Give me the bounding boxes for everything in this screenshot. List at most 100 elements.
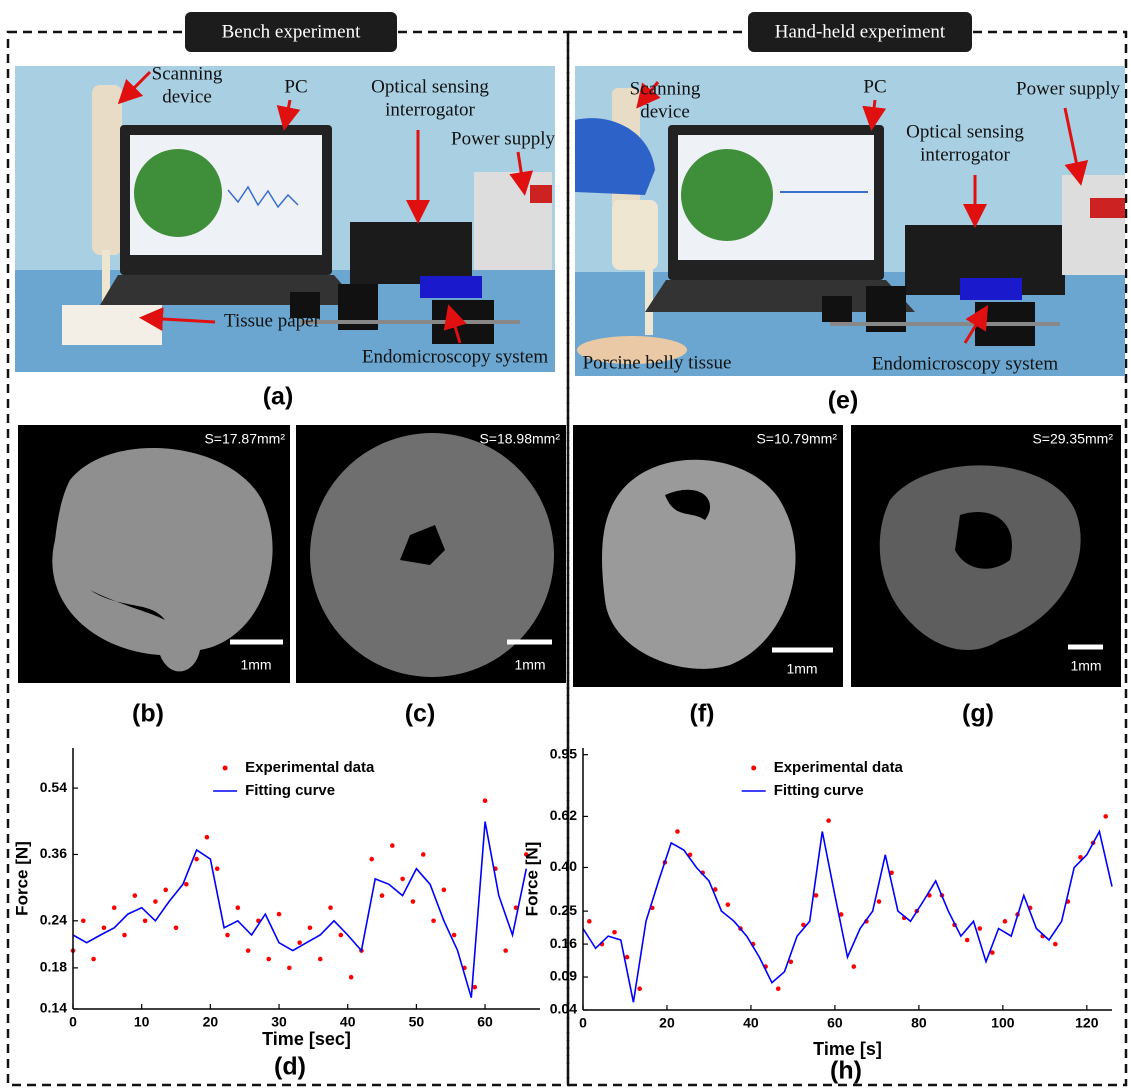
y-tick-label: 0.95 (550, 745, 577, 761)
y-tick-label: 0.62 (550, 807, 577, 823)
data-point (184, 881, 189, 887)
data-point (91, 956, 96, 962)
data-point (977, 926, 983, 931)
display (420, 276, 482, 298)
arrow (1063, 107, 1089, 186)
annotation: Scanning (152, 63, 223, 84)
data-point (122, 932, 127, 938)
mosaic-hole (90, 590, 165, 620)
x-tick-label: 0 (579, 1015, 587, 1031)
panel-label: (c) (405, 700, 436, 728)
x-tick-label: 0 (69, 1014, 77, 1030)
mosaic: S=17.87mm² 1mm (18, 425, 290, 683)
y-tick-label: 0.40 (550, 858, 577, 874)
x-tick-label: 60 (477, 1014, 493, 1030)
data-point (194, 856, 199, 862)
x-tick-label: 40 (340, 1014, 356, 1030)
y-axis-label: Force [N] (522, 842, 541, 917)
annotation: Endomicroscopy system (362, 346, 549, 367)
data-point (788, 959, 794, 965)
y-tick-label: 0.54 (40, 779, 67, 795)
data-point (379, 893, 385, 898)
tissue (577, 336, 687, 364)
data-point (712, 887, 718, 892)
annotation: interrogator (385, 99, 475, 120)
legend-label: Experimental data (774, 759, 904, 776)
y-tick-label: 0.36 (40, 845, 67, 861)
power-supply (1062, 175, 1125, 275)
y-tick-label: 0.25 (550, 902, 577, 918)
legend-marker (751, 765, 757, 771)
data-point (725, 902, 731, 907)
mosaic: S=10.79mm² 1mm (573, 425, 843, 687)
data-point (472, 984, 478, 990)
annotation: Optical sensing (371, 76, 489, 97)
chart: 0.04 0.09 0.16 0.25 0.40 0.62 0.95 0 20 40 60 80 100… (522, 745, 1113, 1085)
data-point (441, 887, 447, 893)
data-point (637, 986, 642, 992)
data-point (431, 918, 436, 924)
data-point (297, 940, 302, 945)
data-point (586, 919, 592, 924)
annotation: Power supply (1016, 78, 1120, 99)
title-box (748, 12, 972, 52)
keyboard (100, 275, 360, 305)
screen-image (134, 149, 222, 237)
area-label: S=17.87mm² (204, 431, 285, 447)
annotation: interrogator (920, 144, 1010, 165)
data-point (328, 905, 333, 911)
legend-marker (222, 765, 228, 771)
data-point (1078, 855, 1083, 860)
data-point (1103, 814, 1109, 819)
data-point (317, 956, 323, 962)
data-point (338, 932, 344, 938)
y-tick-label: 0.04 (550, 1001, 577, 1017)
data-point (1002, 919, 1008, 924)
x-tick-label: 100 (991, 1015, 1015, 1031)
data-point (675, 829, 680, 834)
y-tick-label: 0.09 (550, 968, 577, 984)
data-point (400, 876, 405, 882)
probe (102, 250, 110, 310)
data-point (287, 965, 292, 971)
data-point (225, 932, 230, 938)
data-point (851, 964, 857, 969)
x-tick-label: 40 (743, 1015, 759, 1031)
arrow (636, 81, 661, 109)
panel-label: (e) (828, 387, 859, 415)
panel-title: Bench experiment (222, 21, 361, 42)
optics (290, 292, 320, 318)
arrow (963, 304, 989, 344)
fit-line (72, 821, 528, 998)
data-point (813, 893, 819, 898)
panel-label: (d) (274, 1053, 306, 1081)
probe-holder (612, 200, 658, 270)
data-point (503, 948, 508, 953)
x-tick-label: 30 (271, 1014, 287, 1030)
panel-label: (b) (132, 700, 164, 728)
panel-frame (6, 30, 570, 1087)
annotation: PC (863, 76, 886, 97)
x-tick-label: 80 (911, 1015, 927, 1031)
data-point (624, 954, 630, 960)
panel-label: (h) (830, 1057, 862, 1085)
data-point (390, 843, 395, 848)
data-point (1053, 941, 1058, 947)
arrow (139, 307, 216, 332)
display (1090, 198, 1125, 218)
data-point (513, 905, 519, 911)
tissue (62, 305, 162, 345)
data-point (369, 856, 375, 862)
annotation: Power supply (451, 128, 555, 149)
area-label: S=10.79mm² (756, 431, 837, 447)
data-point (826, 818, 831, 823)
display (530, 185, 552, 203)
scale-label: 1mm (786, 661, 817, 677)
data-point (420, 852, 426, 857)
data-point (482, 798, 488, 804)
mosaic-hole (665, 489, 711, 520)
arrow (509, 151, 534, 196)
data-point (775, 986, 781, 992)
data-point (523, 852, 529, 857)
